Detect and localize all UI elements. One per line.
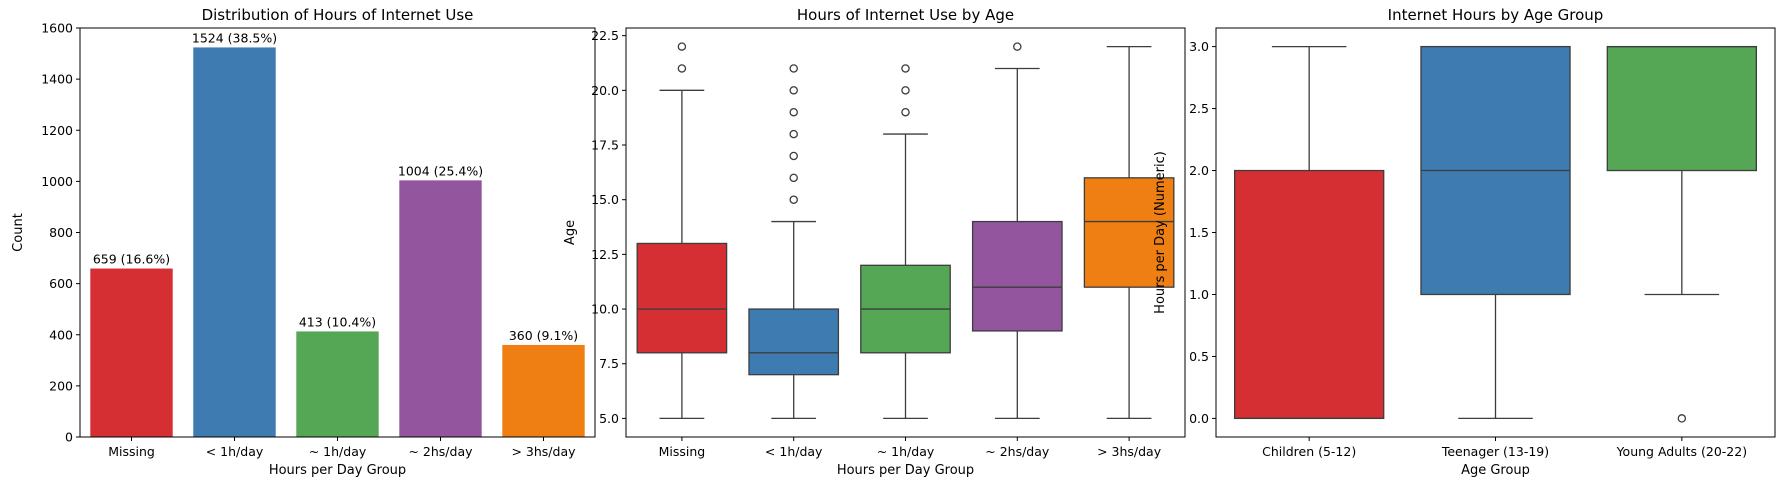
outlier-point	[677, 64, 687, 73]
bar-label: 360 (9.1%)	[509, 328, 578, 343]
bar-0	[90, 268, 173, 437]
x-axis-label: Hours per Day Group	[269, 463, 406, 478]
x-tick-label: < 1h/day	[765, 444, 823, 459]
y-tick-label: 1600	[41, 21, 73, 36]
y-tick-label: 3.0	[1189, 39, 1209, 54]
bar-label: 659 (16.6%)	[93, 252, 170, 267]
x-tick-label: ~ 1h/day	[877, 444, 935, 459]
outlier-point	[1013, 42, 1022, 51]
outlier-point	[901, 64, 910, 73]
x-tick-label: Teenager (13-19)	[1441, 444, 1549, 459]
y-tick-label: 600	[49, 276, 73, 291]
y-tick-label: 2.5	[1189, 101, 1209, 116]
x-tick-label: Children (5-12)	[1262, 444, 1356, 459]
outlier-point	[789, 151, 798, 161]
chart-panel-3: Internet Hours by Age Group 0.0 0.5 1.0 1.5 2…	[1153, 6, 1776, 478]
y-tick-label: 1.0	[1189, 287, 1209, 302]
box-0	[636, 42, 728, 420]
outlier-point	[789, 129, 798, 139]
x-tick-label: Missing	[659, 444, 706, 459]
y-axis-label: Hours per Day (Numeric)	[1153, 151, 1168, 314]
outlier-point	[1677, 414, 1687, 423]
x-axis-label: Age Group	[1461, 463, 1530, 478]
y-tick-label: 400	[49, 327, 73, 342]
y-tick-label: 12.5	[591, 247, 619, 262]
chart-title: Hours of Internet Use by Age	[797, 6, 1014, 24]
box-body	[971, 220, 1063, 332]
y-tick-label: 1200	[41, 123, 73, 138]
box-1	[748, 64, 840, 420]
y-tick-label: 17.5	[591, 138, 619, 153]
bar-4	[502, 344, 585, 437]
x-tick-label: ~ 1h/day	[309, 444, 367, 459]
y-tick-label: 1000	[41, 174, 73, 189]
chart-panel-2: Hours of Internet Use by Age 5.0 7.5 10.0 12…	[563, 6, 1186, 478]
x-tick-label: > 3hs/day	[1097, 444, 1162, 459]
x-axis-label: Hours per Day Group	[837, 463, 974, 478]
axes-frame	[625, 27, 1186, 438]
box-4	[1083, 45, 1175, 420]
y-tick-label: 20.0	[591, 83, 619, 98]
box-body	[636, 242, 728, 354]
y-tick-label: 1.5	[1189, 225, 1209, 240]
box-3	[971, 42, 1063, 420]
box-body	[1606, 45, 1758, 172]
box-body	[1233, 169, 1385, 420]
y-axis-label: Count	[11, 213, 26, 252]
outlier-point	[789, 173, 798, 183]
y-tick-label: 7.5	[599, 356, 619, 371]
y-tick-label: 2.0	[1189, 163, 1209, 178]
box-1	[1420, 45, 1571, 420]
bar-1	[193, 47, 276, 438]
x-tick-label: ~ 2hs/day	[408, 444, 473, 459]
bar-3	[399, 180, 482, 438]
y-tick-label: 1400	[41, 72, 73, 87]
y-tick-label: 200	[49, 378, 73, 393]
outlier-point	[901, 107, 910, 117]
outlier-point	[789, 195, 798, 204]
box-body	[748, 308, 840, 376]
chart-panel-1: Distribution of Hours of Internet Use 0 20…	[11, 6, 596, 478]
bar-label: 1524 (38.5%)	[192, 30, 277, 45]
y-tick-label: 800	[49, 225, 73, 240]
x-tick-label: Missing	[108, 444, 155, 459]
y-tick-label: 10.0	[591, 302, 619, 317]
outlier-point	[789, 107, 798, 117]
y-tick-label: 0.5	[1189, 349, 1209, 364]
y-tick-label: 5.0	[599, 411, 619, 426]
y-tick-label: 22.5	[591, 28, 619, 43]
bar-label: 1004 (25.4%)	[398, 163, 483, 178]
outlier-point	[789, 64, 798, 73]
x-tick-label: < 1h/day	[206, 444, 264, 459]
outlier-point	[677, 42, 687, 51]
x-tick-label: > 3hs/day	[511, 444, 576, 459]
x-tick-label: ~ 2hs/day	[985, 444, 1050, 459]
y-tick-label: 0.0	[1189, 411, 1209, 426]
axes-frame	[79, 27, 596, 438]
x-tick-label: Young Adults (20-22)	[1616, 444, 1748, 459]
box-2	[860, 64, 951, 420]
chart-title: Distribution of Hours of Internet Use	[202, 6, 474, 24]
box-body	[1083, 177, 1175, 288]
y-tick-label: 15.0	[591, 192, 619, 207]
box-0	[1233, 45, 1385, 420]
y-tick-label: 0	[65, 430, 73, 445]
box-2	[1606, 45, 1758, 423]
axes-frame	[1215, 27, 1776, 438]
y-axis-label: Age	[563, 220, 578, 245]
outlier-point	[789, 86, 798, 95]
bar-label: 413 (10.4%)	[299, 314, 376, 329]
chart-title: Internet Hours by Age Group	[1388, 6, 1604, 24]
bar-2	[296, 331, 379, 437]
outlier-point	[901, 86, 910, 95]
